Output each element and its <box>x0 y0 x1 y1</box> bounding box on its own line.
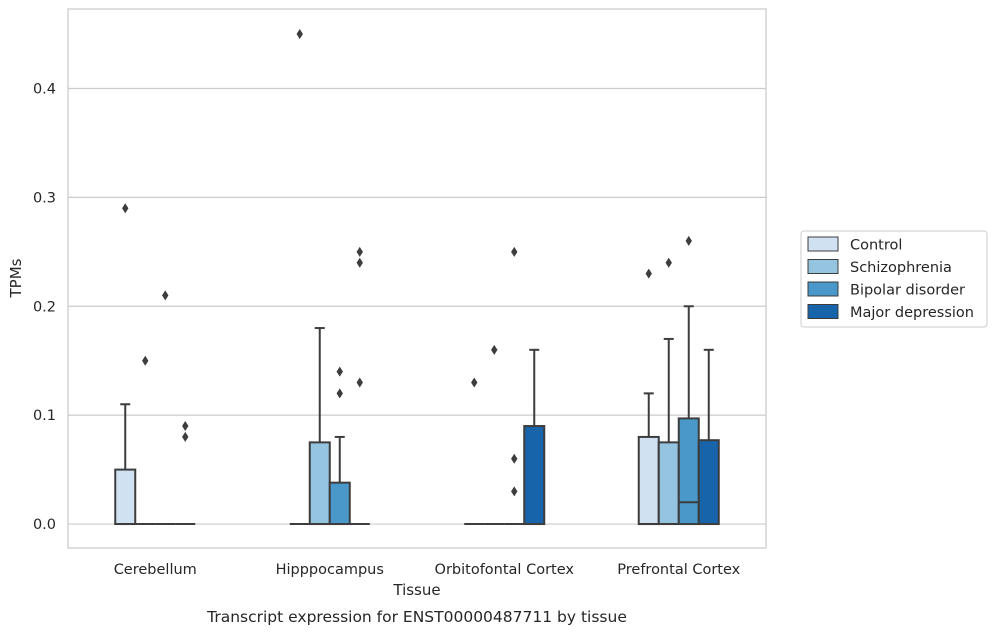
box-1-0 <box>289 29 310 526</box>
legend-label: Schizophrenia <box>850 260 952 276</box>
outlier-point <box>182 421 189 432</box>
y-axis-label: TPMs <box>7 258 25 298</box>
box-2-1 <box>484 344 505 526</box>
legend-swatch <box>807 281 839 297</box>
x-tick-label: Cerebellum <box>114 562 197 578</box>
outlier-point <box>471 377 478 388</box>
x-tick-label: Hipppocampus <box>276 562 384 578</box>
box-body <box>677 417 700 526</box>
outlier-point <box>336 388 343 399</box>
y-axis-ticks: 0.0 0.1 0.2 0.3 0.4 <box>33 81 56 533</box>
box-0-0 <box>114 203 137 526</box>
outlier-point <box>336 366 343 377</box>
box-3-2 <box>677 235 700 526</box>
outlier-point <box>142 355 149 366</box>
box-0-1 <box>135 355 156 526</box>
y-tick-label: 0.1 <box>33 408 56 424</box>
outlier-point <box>665 257 672 268</box>
box-2-2 <box>504 246 525 526</box>
outlier-point <box>182 431 189 442</box>
box-body <box>697 439 720 526</box>
legend-swatch <box>807 304 839 319</box>
outlier-point <box>511 453 518 464</box>
y-tick-label: 0.4 <box>33 81 56 97</box>
x-axis-label: Tissue <box>392 581 440 599</box>
legend-frame <box>800 230 988 328</box>
box-3-3 <box>697 348 720 526</box>
outlier-point <box>491 344 498 355</box>
legend-label: Control <box>850 238 902 254</box>
outlier-point <box>356 257 363 268</box>
legend: Control Schizophrenia Bipolar disorder Majo… <box>800 230 988 328</box>
legend-swatch <box>807 259 839 274</box>
box-body <box>523 425 546 526</box>
legend-label: Major depression <box>850 305 974 321</box>
outlier-point <box>162 290 169 301</box>
legend-label: Bipolar disorder <box>850 283 965 299</box>
x-axis-ticks: Cerebellum Hipppocampus Orbitofontal Corte… <box>114 562 741 578</box>
box-2-3 <box>523 348 546 526</box>
chart-caption: Transcript expression for ENST0000048771… <box>206 608 627 626</box>
outlier-point <box>511 246 518 257</box>
box-body <box>637 435 660 526</box>
outlier-point <box>511 486 518 497</box>
outlier-point <box>685 235 692 246</box>
box-1-2 <box>328 366 351 526</box>
legend-swatch <box>807 236 839 252</box>
box-body <box>328 481 351 526</box>
outlier-point <box>122 203 129 214</box>
box-2-0 <box>464 377 485 526</box>
box-marks <box>114 29 720 526</box>
box-1-1 <box>308 327 331 526</box>
box-0-3 <box>175 421 196 526</box>
box-body <box>308 441 331 526</box>
y-tick-label: 0.3 <box>33 190 56 206</box>
box-body <box>114 468 137 526</box>
outlier-point <box>356 246 363 257</box>
box-0-2 <box>155 290 176 526</box>
outlier-point <box>356 377 363 388</box>
y-tick-label: 0.2 <box>33 299 56 315</box>
y-tick-label: 0.0 <box>33 517 56 533</box>
x-tick-label: Orbitofontal Cortex <box>435 562 575 578</box>
x-tick-label: Prefrontal Cortex <box>617 562 740 578</box>
outlier-point <box>296 29 303 40</box>
outlier-point <box>645 268 652 279</box>
box-1-3 <box>349 246 370 526</box>
box-body <box>657 441 680 526</box>
